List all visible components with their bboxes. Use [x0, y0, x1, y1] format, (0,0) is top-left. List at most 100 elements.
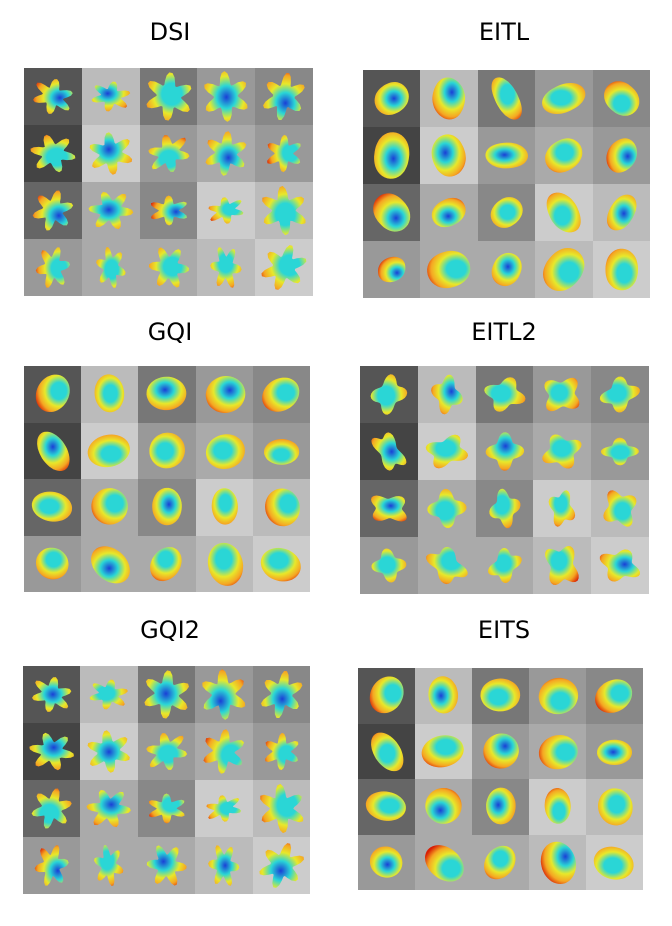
odf-glyph — [259, 783, 303, 834]
glyph-cell — [197, 239, 256, 296]
odf-glyph — [263, 438, 299, 465]
glyph-cell — [415, 668, 472, 724]
odf-glyph — [91, 545, 131, 583]
odf-glyph — [538, 677, 579, 715]
glyph-cell — [415, 723, 472, 779]
odf-glyph — [365, 791, 406, 821]
odf-glyph — [373, 193, 411, 232]
glyph-cell — [360, 537, 418, 594]
glyph-cell — [358, 668, 415, 724]
odf-glyph — [603, 490, 637, 527]
odf-glyph — [491, 252, 522, 287]
glyph-cell — [139, 68, 198, 125]
glyph-cell — [255, 125, 313, 182]
glyph-cell — [360, 480, 418, 537]
panel-title-eitl2: EITL2 — [471, 318, 537, 346]
odf-glyph — [260, 547, 301, 581]
odf-glyph — [370, 374, 408, 415]
odf-glyph — [261, 245, 307, 290]
glyph-cell — [586, 834, 643, 890]
odf-glyph — [262, 185, 306, 236]
odf-glyph — [210, 247, 243, 288]
odf-glyph — [259, 843, 304, 888]
glyph-cell — [475, 537, 534, 594]
glyph-cell — [535, 70, 593, 127]
glyph-cell — [535, 184, 593, 241]
odf-glyph — [374, 82, 409, 115]
odf-glyph — [267, 134, 301, 173]
glyph-cell — [529, 779, 586, 835]
odf-glyph — [35, 547, 69, 579]
odf-glyph — [205, 131, 247, 176]
glyph-cell — [415, 834, 472, 890]
odf-glyph — [544, 377, 580, 412]
glyph-cell — [255, 68, 313, 125]
odf-glyph — [600, 376, 641, 413]
odf-glyph — [540, 841, 576, 884]
glyph-cell — [586, 668, 643, 724]
glyph-cell — [533, 366, 592, 423]
glyph-cell — [81, 182, 140, 239]
odf-glyph — [207, 542, 243, 586]
glyph-cell — [533, 480, 592, 537]
glyph-cell — [417, 537, 476, 594]
odf-glyph — [549, 490, 576, 527]
odf-glyph — [208, 197, 244, 224]
glyph-cell — [80, 780, 138, 837]
odf-glyph — [147, 135, 190, 172]
glyph-cell — [81, 68, 140, 125]
odf-glyph — [31, 788, 72, 829]
glyph-cell — [24, 422, 82, 479]
odf-glyph — [149, 432, 186, 468]
glyph-cell — [252, 666, 310, 723]
odf-glyph — [202, 669, 246, 720]
odf-glyph — [150, 546, 183, 581]
glyph-cell — [358, 834, 415, 890]
glyph-grid-dsi — [24, 68, 313, 296]
odf-glyph — [603, 81, 639, 116]
odf-glyph — [487, 547, 522, 584]
odf-glyph — [152, 487, 183, 526]
glyph-cell — [197, 68, 256, 125]
glyph-cell — [252, 780, 310, 837]
glyph-cell — [24, 535, 82, 592]
odf-glyph — [261, 377, 300, 412]
glyph-cell — [358, 723, 415, 779]
glyph-cell — [415, 779, 472, 835]
odf-glyph — [204, 71, 248, 122]
glyph-cell — [420, 241, 478, 298]
glyph-cell — [252, 723, 310, 780]
odf-glyph — [208, 845, 240, 886]
panel-eitl2: EITL2 — [336, 308, 672, 608]
glyph-cell — [363, 127, 421, 184]
odf-glyph — [488, 488, 521, 529]
odf-glyph — [205, 433, 245, 469]
odf-glyph — [486, 787, 516, 825]
odf-glyph — [148, 793, 185, 824]
odf-glyph — [597, 788, 633, 826]
glyph-cell — [255, 182, 313, 239]
glyph-cell — [81, 479, 139, 536]
glyph-cell — [363, 70, 421, 127]
odf-glyph — [37, 431, 70, 471]
panel-title-eitl: EITL — [478, 18, 530, 46]
odf-glyph — [144, 670, 189, 719]
odf-glyph — [205, 376, 245, 413]
glyph-cell — [360, 423, 418, 480]
odf-glyph — [431, 134, 467, 177]
glyph-cell — [137, 780, 196, 837]
odf-glyph — [425, 844, 464, 882]
glyph-cell — [586, 779, 643, 835]
odf-glyph — [542, 434, 582, 469]
glyph-grid-eitl — [363, 70, 650, 298]
glyph-cell — [137, 837, 196, 894]
odf-glyph — [593, 846, 634, 880]
odf-glyph — [29, 732, 74, 771]
panel-title-eits: EITS — [477, 616, 531, 644]
glyph-cell — [252, 366, 310, 423]
glyph-cell — [255, 239, 313, 296]
odf-glyph — [146, 376, 187, 411]
odf-glyph — [371, 548, 407, 583]
odf-glyph — [425, 546, 468, 585]
glyph-cell — [81, 239, 140, 296]
